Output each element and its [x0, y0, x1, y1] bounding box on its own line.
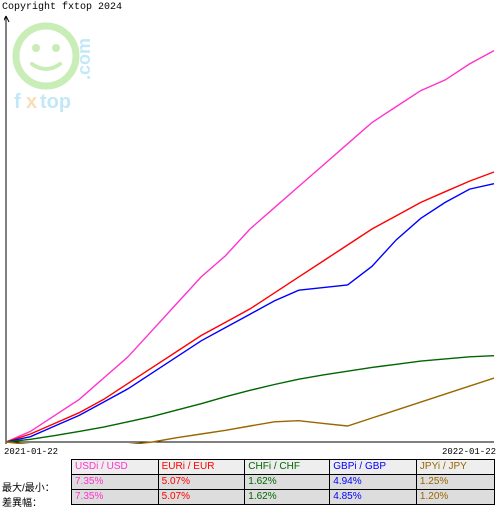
table-cell: 7.35%	[72, 490, 159, 505]
table-cell: 1.62%	[245, 475, 330, 490]
series-gbpigbp	[6, 184, 494, 442]
table-cell: 1.62%	[245, 490, 330, 505]
table-cell: 5.07%	[158, 490, 245, 505]
x-axis-start-label: 2021-01-22	[4, 447, 58, 457]
table-cell: 1.20%	[416, 490, 494, 505]
table-cell: 4.94%	[330, 475, 417, 490]
x-axis-end-label: 2022-01-22	[442, 447, 496, 457]
series-jpyijpy	[6, 378, 494, 444]
line-chart	[4, 14, 496, 444]
legend-col: GBPi / GBP	[330, 460, 417, 475]
table-cell: 7.35%	[72, 475, 159, 490]
table-cell: 5.07%	[158, 475, 245, 490]
series-usdiusd	[6, 51, 494, 442]
legend-col: USDi / USD	[72, 460, 159, 475]
legend-col: CHFi / CHF	[245, 460, 330, 475]
table-cell: 1.25%	[416, 475, 494, 490]
legend-col: JPYi / JPY	[416, 460, 494, 475]
row-label: 最大/最小：	[2, 482, 64, 496]
legend-col: EURi / EUR	[158, 460, 245, 475]
table-cell: 4.85%	[330, 490, 417, 505]
legend-table: USDi / USDEURi / EURCHFi / CHFGBPi / GBP…	[65, 459, 495, 505]
row-label: 差異幅：	[2, 497, 64, 511]
copyright-text: Copyright fxtop 2024	[2, 2, 122, 13]
